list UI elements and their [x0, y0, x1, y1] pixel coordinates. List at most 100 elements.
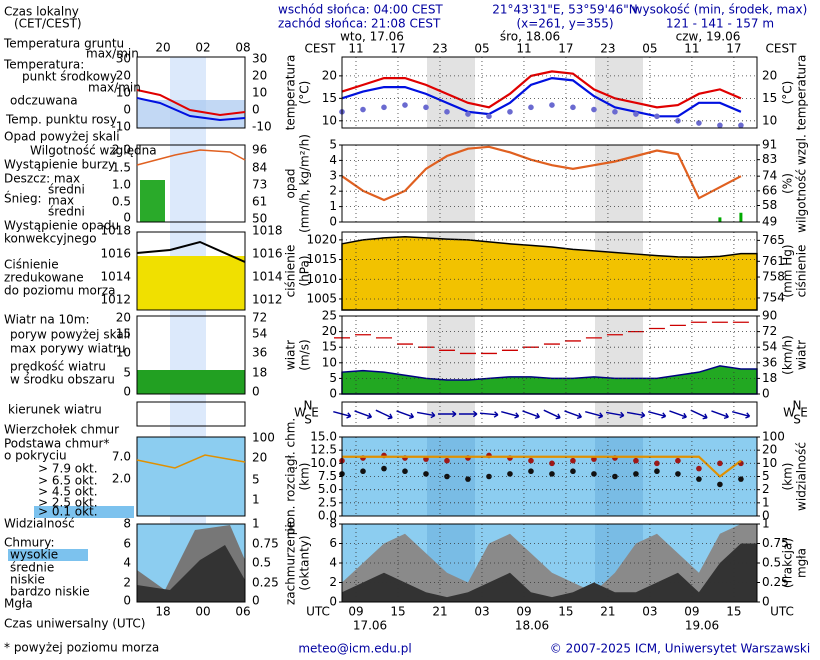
legend-swatch: [34, 506, 134, 518]
axis-label: widzialność: [795, 442, 809, 511]
legend-tick: 2.0: [112, 143, 131, 157]
y-tick-label: 10.0: [310, 456, 337, 470]
y2-tick-label: 10: [762, 456, 777, 470]
dot: [696, 476, 702, 482]
dot: [486, 113, 492, 120]
dot: [633, 457, 639, 464]
x2-tick-label: 23: [600, 42, 615, 56]
legend-tick: 1: [252, 493, 260, 507]
dot: [633, 471, 639, 477]
footnote: * powyżej poziomu morza: [4, 641, 159, 655]
wind-arrow: [479, 411, 499, 418]
dot: [675, 471, 681, 477]
y-tick-label: 2: [329, 184, 337, 198]
legend-tick: 0.25: [252, 576, 279, 590]
dot: [633, 111, 639, 117]
wind-arrow: [669, 410, 687, 420]
y-tick-label: 20: [322, 68, 337, 82]
legend-text: > 6.5 okt.: [38, 474, 98, 488]
legend-tick: 96: [252, 143, 267, 157]
x2-tick-label: 17: [726, 42, 741, 56]
area: [342, 543, 757, 602]
legend-text: Temperatura:: [3, 58, 84, 72]
legend-text: zredukowane: [4, 271, 84, 285]
night: [427, 145, 475, 222]
legend-tick: 0: [252, 594, 260, 608]
x-tick-label: 21: [432, 605, 447, 619]
coords: 21°43'31"E, 53°59'46"N: [492, 3, 637, 17]
y-tick-label: 0: [329, 387, 337, 401]
wind-arrow: [648, 410, 667, 419]
legend-text: punkt środkowy: [22, 70, 117, 84]
wind-arrow: [416, 411, 436, 419]
legend-tick: 5: [252, 473, 260, 487]
wind-arrow: [605, 411, 625, 419]
day-label: śro, 18.06: [500, 30, 560, 44]
legend-text: bardzo niskie: [10, 585, 90, 599]
y2-tick-label: 74: [762, 169, 777, 183]
grid-point: (x=261, y=355): [516, 17, 613, 31]
axis-label: opad: [284, 169, 298, 199]
y-tick-label: 8: [329, 517, 337, 531]
y-tick-label: 5: [329, 371, 337, 385]
axis-label: (mm Hg): [781, 244, 795, 297]
legend-tick: 20: [252, 451, 267, 465]
legend-minis: [136, 56, 246, 603]
dot: [696, 465, 702, 472]
legend-text: Wilgotność względna: [30, 144, 157, 158]
line: [341, 77, 742, 118]
x2-tick-label: 17: [390, 42, 405, 56]
y-tick-label: 20: [322, 324, 337, 338]
legend-tick: 0.75: [252, 537, 279, 551]
x2-label: CEST: [766, 42, 798, 56]
legend-tick: 0: [123, 385, 131, 399]
y-tick-label: 15.0: [310, 430, 337, 444]
y-tick-label: 10: [322, 355, 337, 369]
y-tick-label: 1010: [306, 272, 337, 286]
legend-tick: 1016: [100, 247, 131, 261]
dot: [507, 471, 513, 477]
y-tick-label: 2: [329, 575, 337, 589]
dot: [528, 104, 534, 111]
y-tick-label: 15: [322, 91, 337, 105]
dot: [738, 122, 744, 129]
axis-label: (°C): [298, 81, 312, 105]
legend-text: do poziomu morza: [4, 284, 115, 298]
y-tick-label: 15: [322, 340, 337, 354]
legend-tick: 1014: [100, 270, 131, 284]
dot: [507, 109, 513, 115]
y-tick-label: 10: [322, 113, 337, 127]
legend-tick: -10: [252, 120, 272, 134]
legend-text: (CET/CEST): [14, 17, 82, 31]
dot: [360, 468, 366, 475]
legend-text: Wierzchołek chmur: [4, 423, 119, 437]
legend-tick: 73: [252, 178, 267, 192]
day-label: 17.06: [353, 619, 387, 633]
y-tick-label: 1: [329, 199, 337, 213]
legend-tick: 20: [155, 41, 170, 55]
dot: [696, 120, 702, 126]
wind-arrow: [564, 410, 582, 420]
dot: [570, 468, 576, 475]
x-tick-label: 15: [390, 605, 405, 619]
legend-box: [136, 144, 246, 223]
x2-tick-label: 11: [516, 42, 531, 56]
wind-arrow: [543, 409, 561, 420]
legend-text: średnie: [10, 561, 54, 575]
dot: [654, 468, 660, 475]
legend-tick: 0.5: [252, 556, 271, 570]
y2-tick-label: 72: [762, 324, 777, 338]
email[interactable]: meteo@icm.edu.pl: [298, 642, 411, 656]
legend-text: Widzialność: [4, 517, 75, 531]
x-tick-label: 03: [474, 605, 489, 619]
legend-box: [136, 401, 246, 427]
y2-tick-label: 761: [762, 254, 785, 268]
y2-tick-label: 58: [762, 198, 777, 212]
axis-label: (km): [298, 462, 312, 490]
wind-arrow: [585, 410, 604, 419]
legend-tick: 1.0: [112, 178, 131, 192]
legend-tick: 72: [252, 311, 267, 325]
area: [341, 365, 758, 395]
panel-frame: [341, 401, 758, 427]
dot: [549, 460, 555, 467]
